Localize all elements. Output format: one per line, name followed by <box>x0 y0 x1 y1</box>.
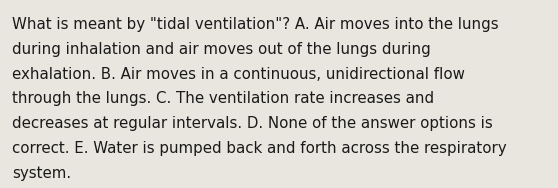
Text: What is meant by "tidal ventilation"? A. Air moves into the lungs: What is meant by "tidal ventilation"? A.… <box>12 17 499 32</box>
Text: decreases at regular intervals. D. None of the answer options is: decreases at regular intervals. D. None … <box>12 116 493 131</box>
Text: exhalation. B. Air moves in a continuous, unidirectional flow: exhalation. B. Air moves in a continuous… <box>12 67 465 82</box>
Text: correct. E. Water is pumped back and forth across the respiratory: correct. E. Water is pumped back and for… <box>12 141 507 156</box>
Text: through the lungs. C. The ventilation rate increases and: through the lungs. C. The ventilation ra… <box>12 91 434 106</box>
Text: system.: system. <box>12 166 71 181</box>
Text: during inhalation and air moves out of the lungs during: during inhalation and air moves out of t… <box>12 42 431 57</box>
